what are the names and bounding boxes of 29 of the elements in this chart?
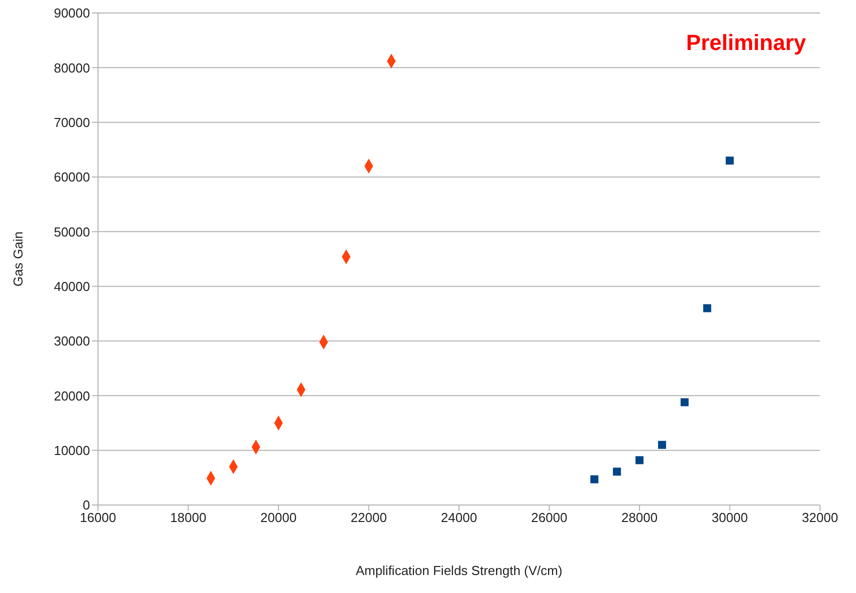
x-axis-title: Amplification Fields Strength (V/cm) xyxy=(356,563,562,578)
point xyxy=(636,456,644,464)
y-tick-label: 10000 xyxy=(54,442,90,458)
y-tick-label: 90000 xyxy=(54,6,90,21)
y-tick-label: 60000 xyxy=(54,170,90,185)
x-tick-label: 30000 xyxy=(712,510,748,526)
y-tick-label: 40000 xyxy=(54,278,90,294)
point xyxy=(703,304,712,312)
annotation: Preliminary xyxy=(686,30,806,56)
x-tick-label: 18000 xyxy=(170,510,206,526)
point xyxy=(590,475,598,484)
y-axis-title: Gas Gain xyxy=(10,232,26,286)
point xyxy=(680,398,689,406)
point xyxy=(658,440,666,449)
y-tick-label: 80000 xyxy=(54,60,90,76)
y-tick-label: 0 xyxy=(82,498,90,513)
y-tick-label: 50000 xyxy=(54,224,90,240)
point xyxy=(612,468,621,476)
x-tick-label: 32000 xyxy=(802,510,838,526)
x-tick-label: 26000 xyxy=(531,510,568,526)
x-tick-label: 20000 xyxy=(260,510,297,526)
y-tick-label: 70000 xyxy=(54,114,90,130)
x-tick-label: 24000 xyxy=(440,510,478,526)
y-tick-label: 30000 xyxy=(54,334,90,349)
x-tick-label: 16000 xyxy=(80,510,116,526)
point xyxy=(726,156,734,165)
x-tick-label: 28000 xyxy=(621,510,658,526)
y-tick-label: 20000 xyxy=(54,388,90,404)
x-tick-label: 22000 xyxy=(350,510,387,526)
